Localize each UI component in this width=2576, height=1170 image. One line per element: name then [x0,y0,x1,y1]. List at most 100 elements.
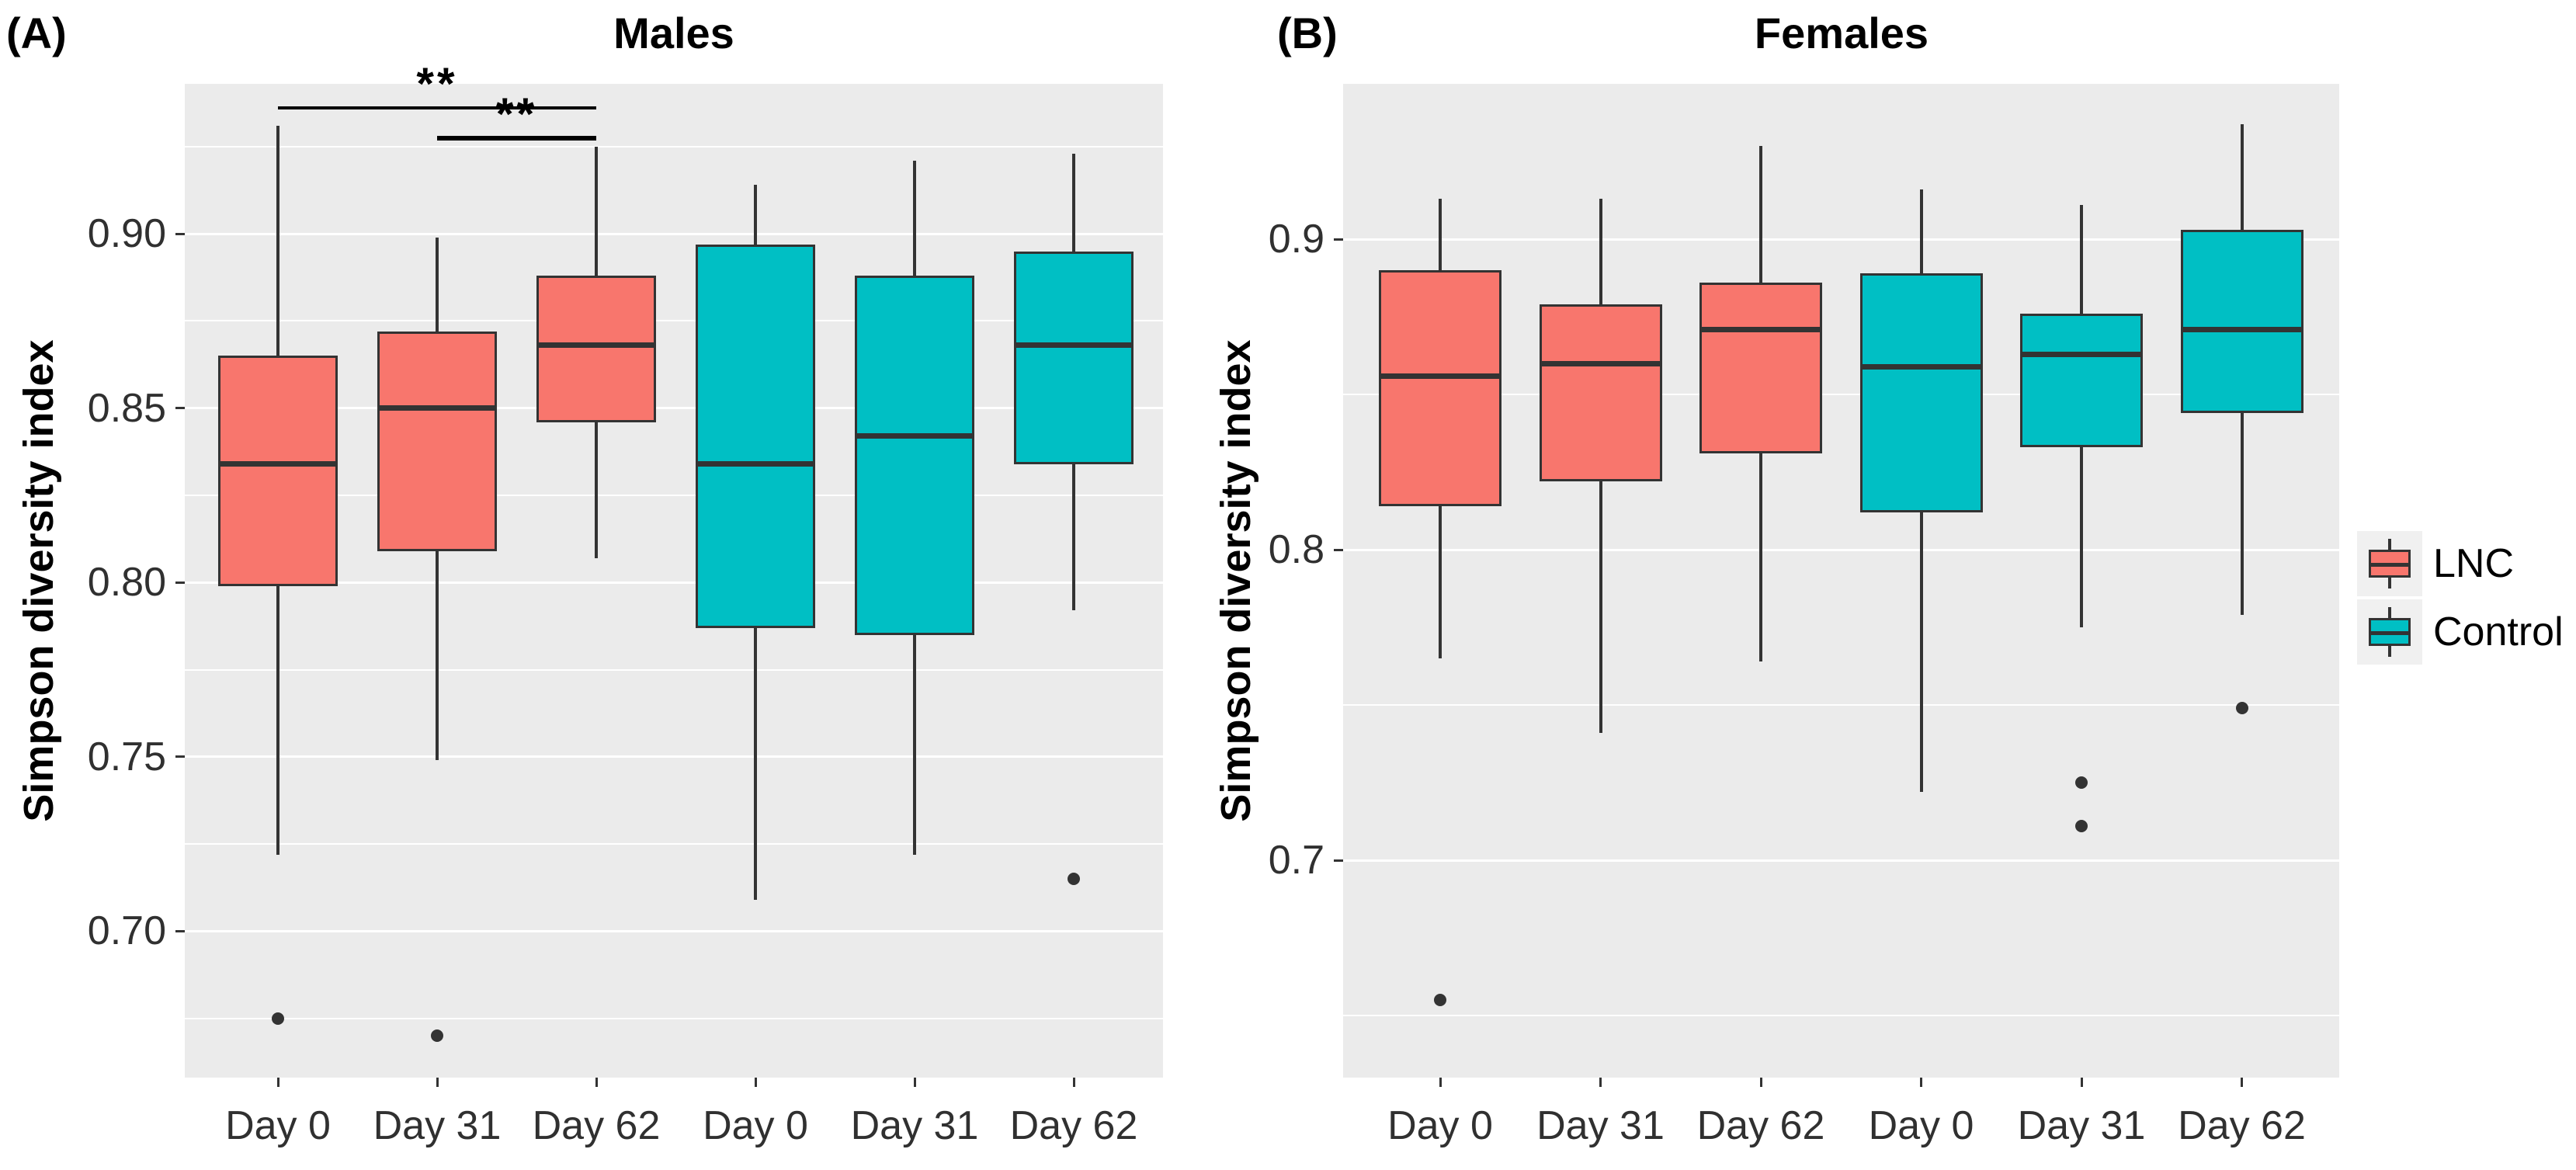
major-gridline [1343,859,2339,862]
significance-stars: ** [495,89,538,140]
legend-key-box-control [2369,618,2411,646]
boxplot-box-lnc-day62 [1699,283,1822,453]
x-tick-label: Day 31 [2017,1103,2146,1148]
minor-gridline [1343,394,2339,395]
outlier-point [2075,820,2088,832]
boxplot-box-lnc-day0 [218,356,338,586]
major-gridline [185,755,1163,759]
boxplot-box-control-day0 [696,244,815,628]
boxplot-box-control-day62 [2180,230,2303,413]
x-axis-tick [1759,1078,1762,1087]
median-line [855,433,974,439]
y-tick-label: 0.90 [87,211,166,257]
median-line [1859,363,1983,370]
panel-background [1343,84,2339,1078]
x-tick-label: Day 62 [532,1103,661,1148]
minor-gridline [1343,704,2339,706]
lnc-boxplot-key-icon [2357,531,2422,596]
median-line [218,461,338,467]
y-tick-label: 0.80 [87,560,166,606]
x-tick-label: Day 62 [1009,1103,1138,1148]
major-gridline [1343,548,2339,551]
x-tick-label: Day 62 [1696,1103,1825,1148]
y-axis-tick [175,232,185,235]
y-axis-tick [1334,238,1343,241]
x-axis-tick [1439,1078,1442,1087]
boxplot-box-lnc-day0 [1379,270,1502,506]
significance-bar [437,135,596,141]
y-axis-tick [1334,859,1343,862]
x-tick-label: Day 0 [703,1103,808,1148]
y-tick-label: 0.9 [1268,217,1324,262]
panel-b-title: Females [1754,9,1929,57]
median-line [1014,342,1134,349]
panel-background [185,84,1163,1078]
panel-a-letter: (A) [6,9,67,57]
legend-label-control: Control [2433,609,2564,654]
y-tick-label: 0.85 [87,385,166,431]
major-gridline [185,929,1163,932]
median-line [2020,351,2143,357]
minor-gridline [185,668,1163,671]
outlier-point [2075,776,2088,789]
major-gridline [1343,238,2339,241]
boxplot-box-control-day31 [2020,314,2143,447]
legend-key-box-lnc [2369,550,2411,578]
x-axis-tick [276,1078,279,1087]
median-line [377,405,497,411]
boxplot-box-lnc-day62 [536,276,656,422]
outlier-point [1068,873,1080,885]
control-boxplot-key-icon [2357,599,2422,665]
minor-gridline [185,145,1163,148]
minor-gridline [185,843,1163,845]
y-tick-label: 0.8 [1268,527,1324,572]
median-line [696,461,815,467]
median-line [1379,373,1502,379]
y-tick-label: 0.7 [1268,838,1324,883]
y-axis-tick [175,407,185,410]
minor-gridline [1343,1015,2339,1016]
x-tick-label: Day 31 [850,1103,979,1148]
x-axis-tick [2080,1078,2083,1087]
outlier-point [1434,994,1446,1006]
significance-bar [278,106,596,110]
x-axis-tick [1920,1078,1922,1087]
x-tick-label: Day 0 [1868,1103,1974,1148]
panel-b-letter: (B) [1277,9,1338,57]
boxplot-box-lnc-day31 [1539,304,1662,481]
x-tick-label: Day 0 [225,1103,331,1148]
x-tick-label: Day 31 [1536,1103,1665,1148]
minor-gridline [185,1017,1163,1019]
panel-a-y-axis-title: Simpson diversity index [16,339,62,822]
boxplot-box-control-day62 [1014,251,1134,464]
y-axis-tick [1334,548,1343,551]
median-line [1539,360,1662,366]
y-tick-label: 0.70 [87,908,166,954]
major-gridline [185,232,1163,235]
x-axis-tick [1599,1078,1602,1087]
major-gridline [185,581,1163,584]
panel-b-y-axis-title: Simpson diversity index [1213,339,1259,822]
x-axis-tick [595,1078,598,1087]
outlier-point [272,1012,284,1025]
boxplot-box-control-day0 [1859,273,1983,512]
x-tick-label: Day 31 [373,1103,502,1148]
major-gridline [185,407,1163,410]
x-tick-label: Day 62 [2178,1103,2306,1148]
x-axis-tick [1072,1078,1075,1087]
median-line [536,342,656,349]
minor-gridline [185,320,1163,322]
x-axis-tick [2241,1078,2243,1087]
x-axis-tick [913,1078,916,1087]
x-tick-label: Day 0 [1387,1103,1493,1148]
legend-label-lnc: LNC [2433,541,2515,586]
minor-gridline [185,494,1163,496]
boxplot-box-control-day31 [855,276,974,635]
legend-key-median-line [2371,631,2408,635]
significance-stars: ** [416,59,458,110]
outlier-point [431,1029,443,1043]
median-line [1699,326,1822,332]
x-axis-tick [754,1078,757,1087]
y-axis-tick [175,755,185,759]
x-axis-tick [436,1078,439,1087]
